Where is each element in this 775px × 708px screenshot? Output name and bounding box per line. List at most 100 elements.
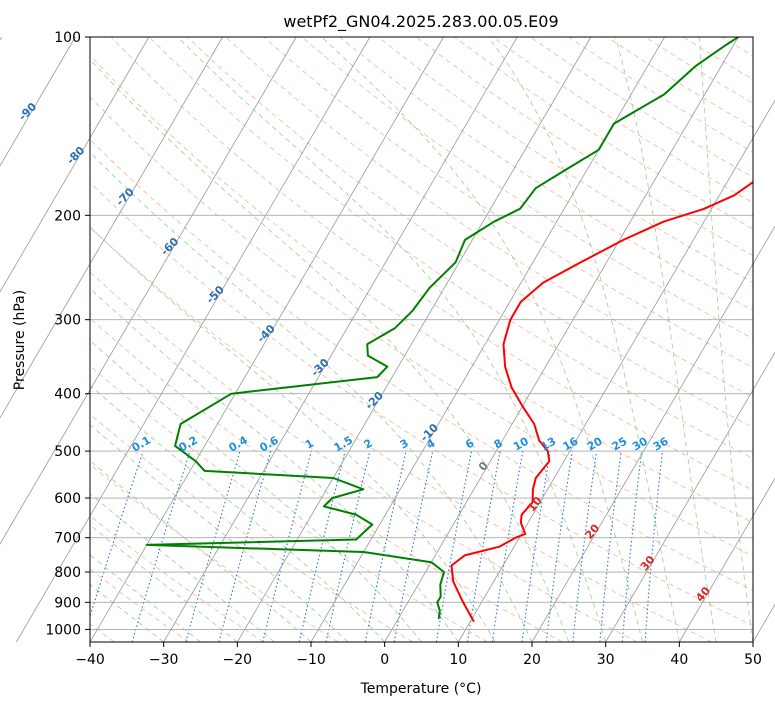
dry-adiabat-line xyxy=(90,317,563,642)
y-tick-label: 100 xyxy=(54,30,81,46)
moist-adiabat-line xyxy=(614,37,717,642)
mixing-ratio-line xyxy=(218,450,272,642)
dry-adiabat-line xyxy=(606,37,753,129)
moist-adiabat-line xyxy=(90,424,349,642)
isotherm-label: -50 xyxy=(204,283,227,306)
mixing-ratio-label: 6 xyxy=(463,436,476,451)
chart-title: wetPf2_GN04.2025.283.00.05.E09 xyxy=(283,12,558,32)
dry-adiabat-line xyxy=(530,37,753,178)
moist-adiabat-label: 10 xyxy=(525,494,545,514)
isotherm-line xyxy=(678,477,775,643)
background-lines xyxy=(90,37,775,642)
x-tick-label: 10 xyxy=(449,652,467,668)
mixing-ratio-line xyxy=(185,450,241,642)
isotherm-line xyxy=(0,36,297,545)
mixing-ratio-line xyxy=(644,451,664,642)
isotherm-line xyxy=(236,36,592,643)
mixing-ratio-line xyxy=(621,451,643,642)
y-tick-label: 500 xyxy=(54,444,81,460)
mixing-ratio-line xyxy=(572,451,598,642)
isotherm-line xyxy=(15,36,371,643)
profile-line xyxy=(145,37,739,620)
x-tick-label: −30 xyxy=(149,652,179,668)
dry-adiabat-line xyxy=(644,37,753,104)
plot-frame xyxy=(89,36,754,643)
mixing-ratio-line xyxy=(545,451,573,642)
dry-adiabat-line xyxy=(454,37,753,230)
moist-adiabat-line xyxy=(90,554,201,642)
grid-lines xyxy=(0,36,775,643)
isotherm-line xyxy=(89,36,444,643)
y-tick-label: 300 xyxy=(54,313,81,329)
moist-adiabat-line xyxy=(90,493,275,642)
isotherm-label: -20 xyxy=(363,389,386,412)
y-tick-label: 1000 xyxy=(45,622,81,638)
mixing-ratio-line xyxy=(298,450,346,642)
dry-adiabat-line xyxy=(225,37,753,398)
dry-adiabat-line xyxy=(682,37,753,80)
mixing-ratio-line xyxy=(364,450,407,642)
y-tick-label: 800 xyxy=(54,565,81,581)
dry-adiabat-line xyxy=(90,271,638,642)
isotherm-line xyxy=(0,36,76,167)
dry-adiabat-line xyxy=(90,515,264,642)
mixing-ratio-line xyxy=(393,450,434,642)
moist-adiabat-line xyxy=(90,524,238,642)
x-tick-label: −10 xyxy=(296,652,326,668)
moist-adiabat-line xyxy=(90,151,533,642)
dry-adiabat-line xyxy=(760,37,775,642)
mixing-ratio-line xyxy=(521,451,551,642)
isotherm-line xyxy=(163,36,518,643)
mixing-ratio-label: 4 xyxy=(424,436,437,451)
y-axis-label: Pressure (hPa) xyxy=(12,290,28,390)
y-tick-label: 600 xyxy=(54,491,81,507)
mixing-ratio-line xyxy=(131,450,191,642)
moist-adiabat-line xyxy=(90,384,386,642)
x-tick-label: 40 xyxy=(670,652,688,668)
isotherm-label: -90 xyxy=(16,100,39,123)
dry-adiabat-line xyxy=(90,54,753,524)
y-tick-label: 400 xyxy=(54,387,81,403)
mixing-ratio-line xyxy=(435,450,473,642)
moist-adiabat-line xyxy=(90,58,570,642)
dry-adiabat-line xyxy=(301,37,753,340)
x-tick-label: −20 xyxy=(223,652,253,668)
isotherm-line xyxy=(0,36,2,41)
y-tick-label: 700 xyxy=(54,531,81,547)
y-tick-label: 200 xyxy=(54,208,81,224)
x-tick-label: 0 xyxy=(380,652,389,668)
dry-adiabat-line xyxy=(90,226,712,642)
isotherm-line xyxy=(752,603,775,643)
dry-adiabat-line xyxy=(187,37,753,428)
dry-adiabat-line xyxy=(263,37,753,369)
moist-adiabat-line xyxy=(177,37,607,642)
dry-adiabat-line xyxy=(90,96,753,557)
y-tick-label: 900 xyxy=(54,595,81,611)
moist-adiabat-line xyxy=(90,226,496,642)
x-axis-label: Temperature (°C) xyxy=(360,681,482,697)
dry-adiabat-line xyxy=(90,365,488,642)
isotherm-line xyxy=(531,225,775,643)
isotherm-line xyxy=(0,36,223,419)
moist-adiabat-line xyxy=(90,339,422,642)
x-tick-label: 30 xyxy=(597,652,615,668)
dry-adiabat-line xyxy=(339,37,753,311)
dry-adiabat-line xyxy=(415,37,753,257)
mixing-ratio-line xyxy=(491,451,524,642)
x-tick-label: 20 xyxy=(523,652,541,668)
mixing-ratio-line xyxy=(262,450,312,642)
mixing-ratio-line xyxy=(599,451,622,642)
moist-adiabat-line xyxy=(698,37,753,642)
isotherm-line xyxy=(384,36,739,643)
mixing-ratio-label: 3 xyxy=(398,437,411,452)
isotherm-line xyxy=(605,351,775,643)
moist-adiabat-label: 30 xyxy=(638,553,658,573)
x-tick-label: 50 xyxy=(744,652,762,668)
mixing-ratio-line xyxy=(325,450,371,642)
dry-adiabat-line xyxy=(90,138,753,592)
dry-adiabat-line xyxy=(721,37,753,57)
profile-line xyxy=(450,180,753,623)
axes: −40 −30 −20 −10 0 10 20 30 40 50 1000 900 800 700 600 5… xyxy=(45,30,762,668)
